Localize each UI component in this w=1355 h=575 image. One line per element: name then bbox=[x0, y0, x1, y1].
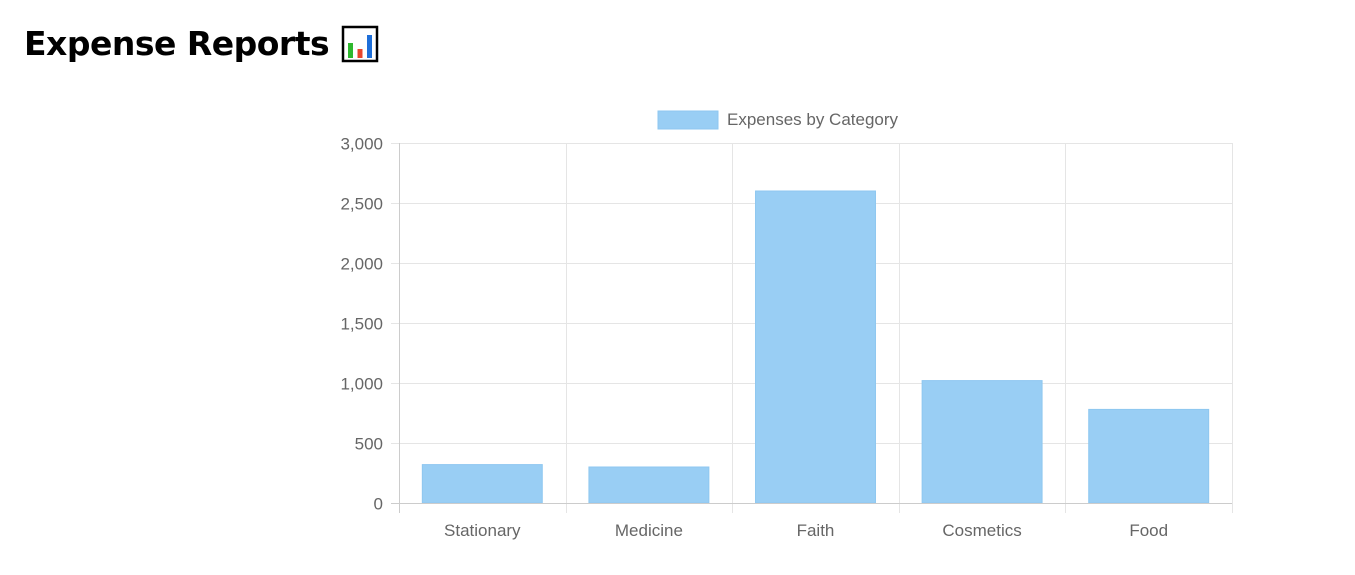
x-tick-label: Stationary bbox=[444, 521, 521, 540]
axis-layer bbox=[399, 143, 1232, 504]
x-tick-label: Food bbox=[1129, 521, 1168, 540]
page-title: Expense Reports bbox=[24, 24, 330, 63]
x-tick-label: Medicine bbox=[615, 521, 683, 540]
legend-label[interactable]: Expenses by Category bbox=[727, 110, 899, 129]
x-tick-label: Cosmetics bbox=[942, 521, 1021, 540]
y-tick-label: 1,000 bbox=[340, 375, 383, 394]
bar-cosmetics[interactable] bbox=[921, 380, 1043, 504]
bar-faith[interactable] bbox=[755, 190, 876, 504]
y-tick-label: 1,500 bbox=[340, 315, 383, 334]
legend-swatch[interactable] bbox=[657, 110, 719, 130]
y-tick-label: 2,000 bbox=[340, 255, 383, 274]
y-tick-label: 0 bbox=[374, 495, 383, 514]
x-tick-label: Faith bbox=[797, 521, 835, 540]
bar-stationary[interactable] bbox=[421, 464, 543, 504]
legend[interactable]: Expenses by Category bbox=[657, 110, 899, 130]
bar-medicine[interactable] bbox=[588, 466, 710, 504]
bar-chart-icon bbox=[341, 25, 379, 63]
y-tick-label: 2,500 bbox=[340, 195, 383, 214]
label-layer: 0 500 1,000 1,500 2,000 2,500 3,000 Stationary M… bbox=[340, 135, 1168, 541]
bar-food[interactable] bbox=[1088, 408, 1210, 504]
bar-layer bbox=[421, 190, 1210, 504]
y-tick-label: 500 bbox=[355, 435, 383, 454]
y-tick-label: 3,000 bbox=[340, 135, 383, 154]
title-row: Expense Reports bbox=[24, 22, 379, 66]
